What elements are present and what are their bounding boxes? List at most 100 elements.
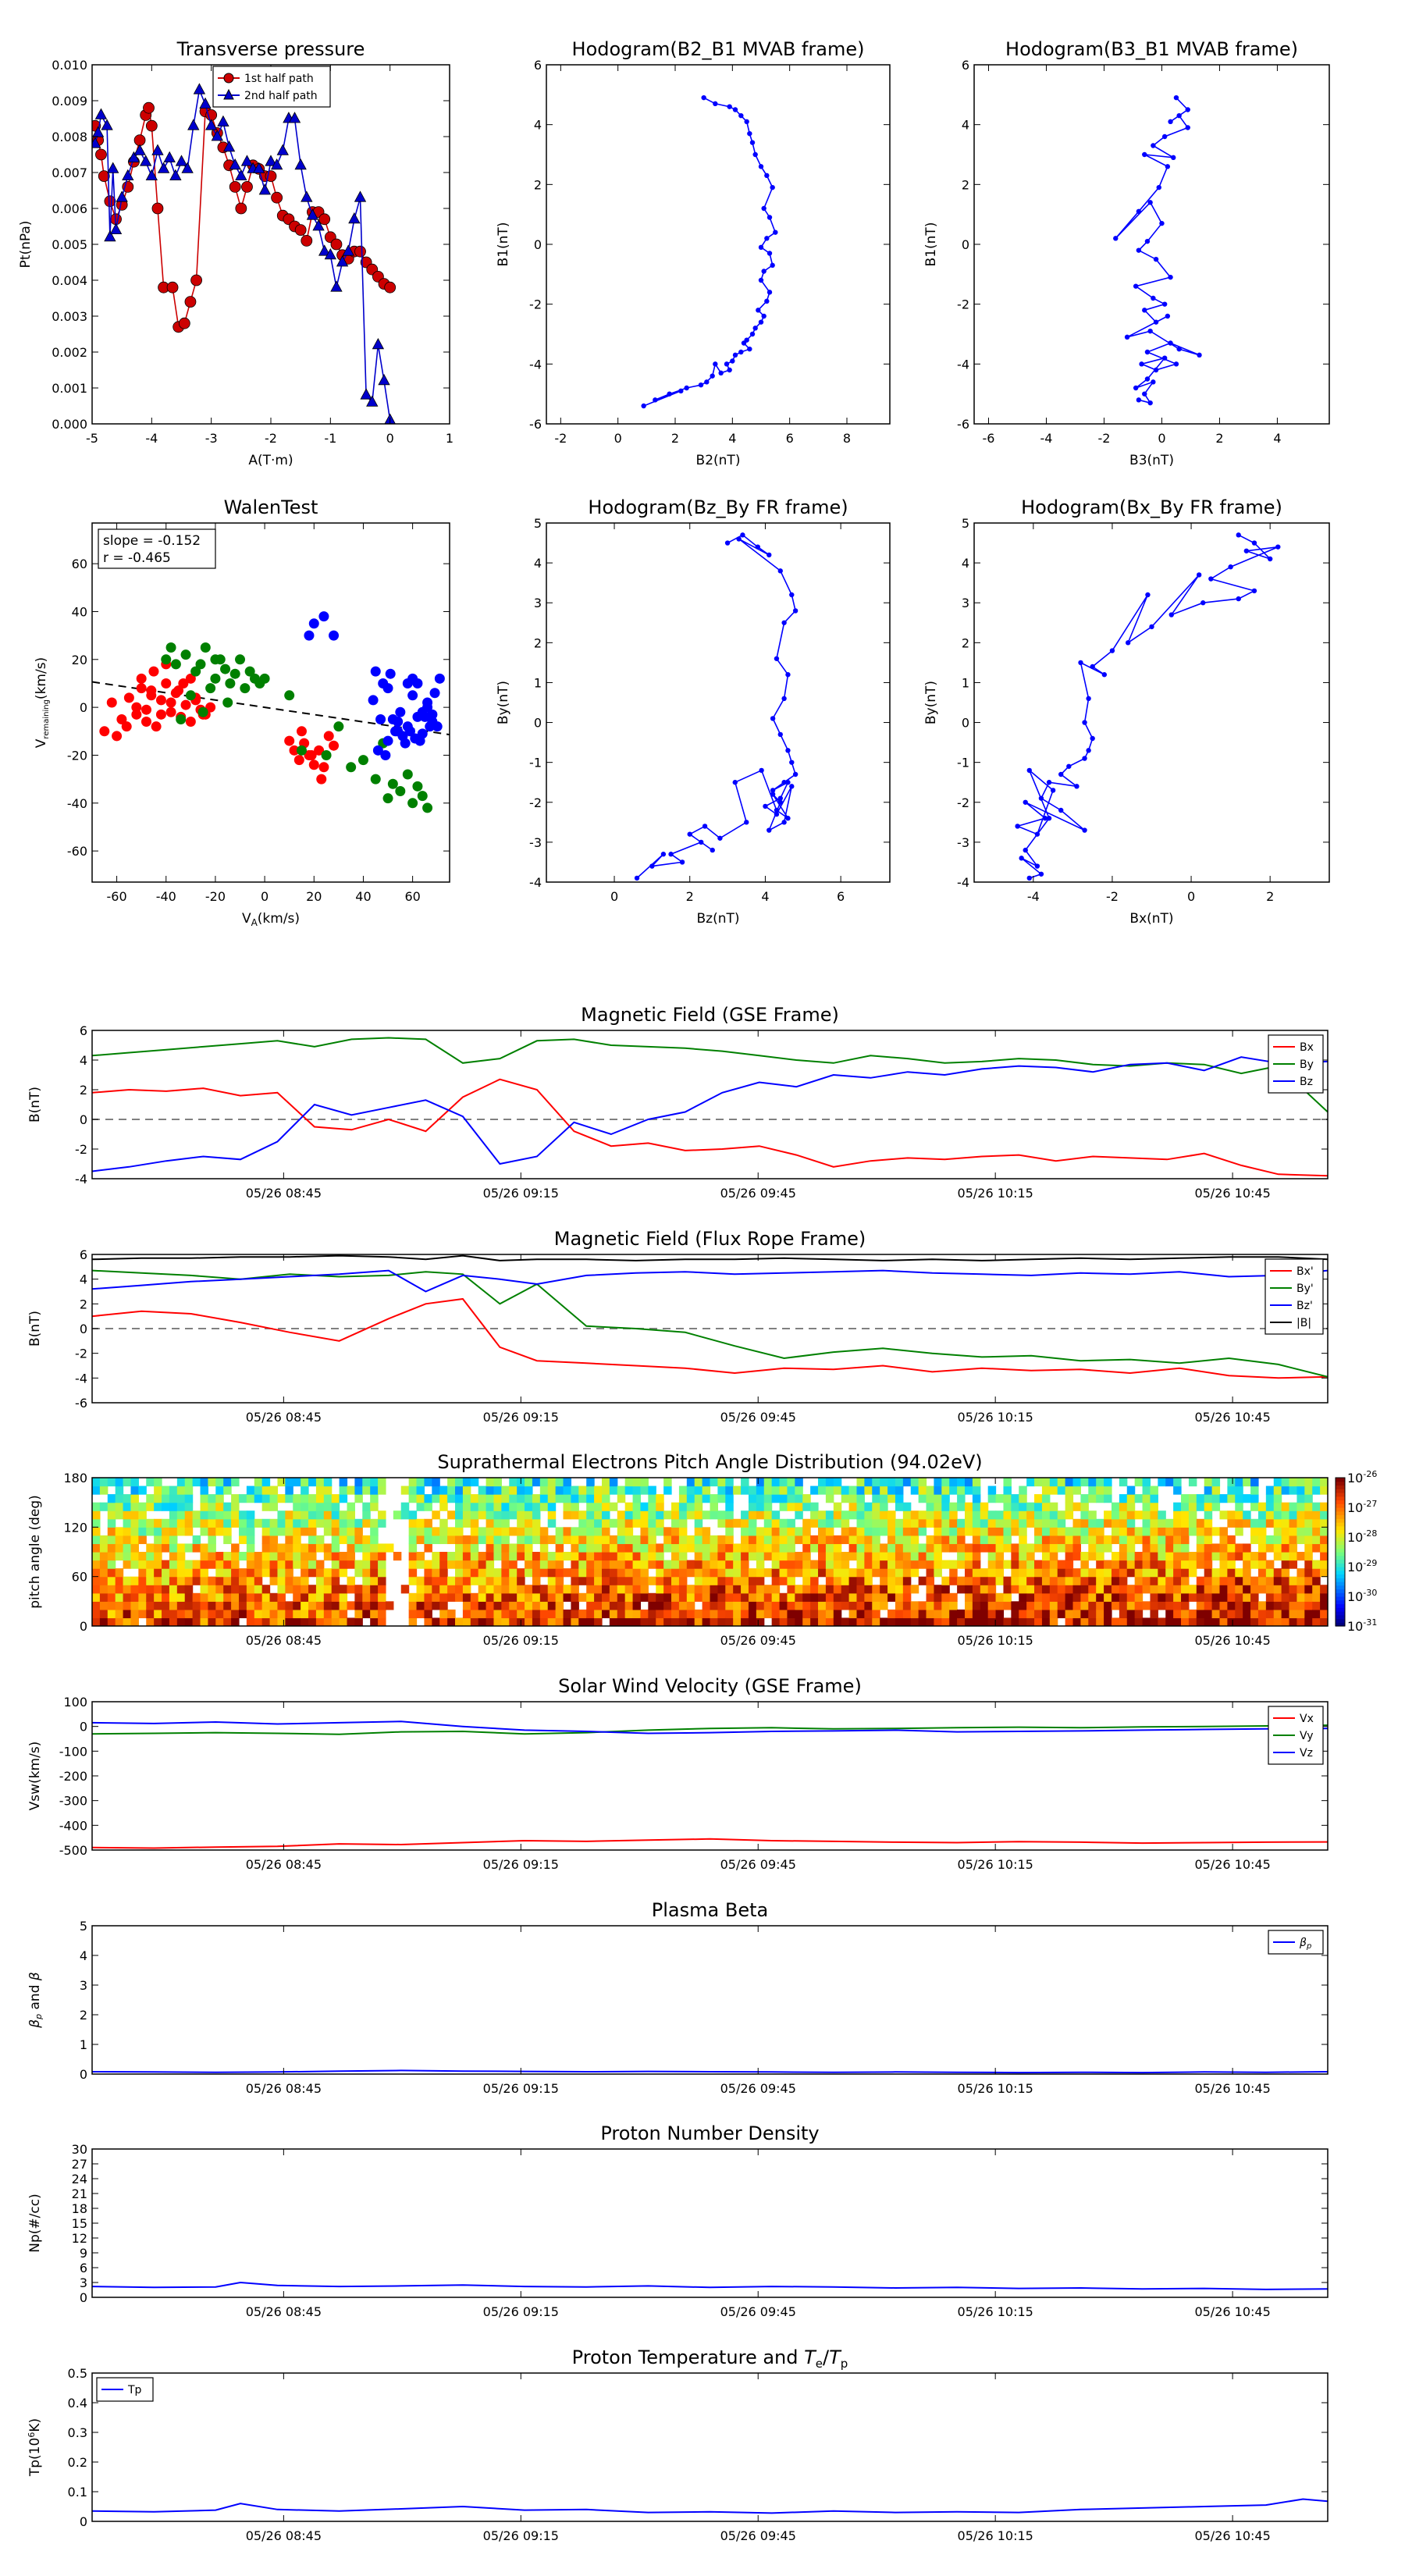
data-point — [1236, 532, 1241, 538]
data-point — [288, 112, 301, 123]
x-tick-label: -4 — [145, 431, 158, 446]
x-tick-label: 05/26 10:15 — [958, 2081, 1033, 2096]
colorbar-segment — [1336, 1485, 1345, 1489]
data-point — [684, 385, 689, 391]
series-line — [92, 1037, 1328, 1113]
y-tick-label: 2 — [80, 1083, 87, 1098]
data-point — [1142, 391, 1147, 397]
y-tick-label: 40 — [72, 604, 87, 619]
panel-title: Transverse pressure — [176, 38, 365, 60]
x-tick-label: 0 — [1187, 889, 1195, 904]
data-point — [94, 108, 108, 119]
data-point — [107, 162, 119, 173]
data-point — [1161, 301, 1168, 307]
data-point — [101, 119, 113, 130]
colorbar-segment — [1336, 1578, 1345, 1582]
y-tick-label: -6 — [529, 417, 542, 432]
axes-frame — [91, 1925, 1329, 2075]
data-point — [127, 151, 140, 163]
data-point — [1101, 672, 1108, 678]
data-point — [1153, 367, 1159, 373]
x-axis-label: A(T·m) — [248, 453, 293, 468]
legend: Bx By Bz — [1268, 1034, 1324, 1094]
data-point — [730, 358, 735, 364]
series-line — [636, 534, 797, 879]
data-point — [412, 781, 423, 792]
data-point — [761, 205, 767, 212]
y-tick-label: -4 — [957, 875, 969, 890]
x-tick-label: 05/26 10:45 — [1194, 1410, 1270, 1425]
colorbar-segment — [1336, 1489, 1345, 1493]
data-point — [346, 762, 357, 773]
data-point — [417, 728, 428, 739]
data-point — [744, 820, 749, 825]
y-tick-label: -2 — [75, 1142, 87, 1157]
y-axis-label: B1(nT) — [496, 222, 511, 267]
data-point — [1185, 125, 1190, 130]
series-Vx — [92, 1838, 1328, 1849]
x-tick-label: 05/26 09:15 — [483, 1186, 559, 1201]
data-point — [140, 704, 151, 715]
panel-title: Proton Temperature and Te/Tp — [572, 2347, 848, 2371]
series-|B| — [92, 1254, 1328, 1261]
data-point — [382, 793, 393, 804]
data-point — [1156, 184, 1161, 190]
plot-area — [92, 1254, 1328, 1379]
y-tick-label: -100 — [59, 1744, 87, 1759]
panel-title: Hodogram(B2_B1 MVAB frame) — [572, 38, 865, 60]
data-point — [276, 144, 289, 155]
series-Vz — [92, 1720, 1328, 1735]
y-axis-label: By(nT) — [923, 681, 939, 724]
legend-entry: Bz — [1273, 1076, 1313, 1088]
x-tick-label: 05/26 10:45 — [1194, 2304, 1270, 2319]
data-point — [323, 731, 334, 742]
data-point — [1197, 352, 1202, 358]
y-tick-label: 30 — [72, 2142, 87, 2157]
legend-label: Vy — [1300, 1730, 1314, 1742]
data-point — [1168, 119, 1173, 125]
x-tick-label: 0 — [1158, 431, 1165, 446]
data-point — [354, 245, 366, 258]
data-point — [330, 238, 343, 251]
data-point — [747, 130, 752, 137]
y-axis-label: B(nT) — [27, 1087, 43, 1123]
y-tick-label: 0.5 — [68, 2366, 87, 2381]
panel-hzy: Hodogram(Bz_By FR frame) -4 -3 -2 -1 0 1 2 3 4 5 0 2… — [496, 496, 891, 927]
series-Bz' — [92, 1269, 1328, 1293]
data-point — [767, 827, 772, 833]
data-point — [190, 666, 201, 677]
x-axis-label: B2(nT) — [696, 453, 741, 468]
data-point — [1275, 544, 1281, 550]
data-point — [342, 244, 354, 256]
data-point — [634, 875, 640, 881]
data-point — [104, 195, 116, 208]
data-point — [761, 269, 767, 274]
colorbar-segment — [1336, 1533, 1345, 1538]
data-point — [1251, 540, 1257, 546]
data-point — [170, 659, 181, 670]
y-tick-label: 0.004 — [52, 273, 87, 288]
data-point — [145, 119, 158, 132]
x-tick-label: 05/26 08:45 — [246, 2304, 322, 2319]
data-point — [180, 699, 191, 710]
data-point — [301, 190, 313, 202]
series-2nd half path — [92, 83, 396, 424]
data-point — [220, 664, 231, 674]
y-tick-label: 0 — [80, 1619, 87, 1634]
data-point — [354, 190, 367, 202]
y-tick-label: 0 — [534, 237, 542, 252]
data-point — [308, 618, 319, 629]
y-tick-label: -4 — [529, 875, 542, 890]
series-1st half path — [92, 101, 397, 333]
y-tick-label: 3 — [534, 596, 542, 610]
data-point — [187, 119, 200, 130]
colorbar-segment — [1336, 1618, 1345, 1623]
y-tick-label: -1 — [529, 756, 542, 770]
data-point — [1149, 624, 1154, 630]
data-point — [333, 721, 344, 732]
data-point — [1026, 767, 1032, 774]
data-point — [294, 224, 307, 237]
y-tick-label: -3 — [957, 835, 969, 850]
data-point — [151, 721, 162, 732]
colorbar-segment — [1336, 1622, 1345, 1627]
